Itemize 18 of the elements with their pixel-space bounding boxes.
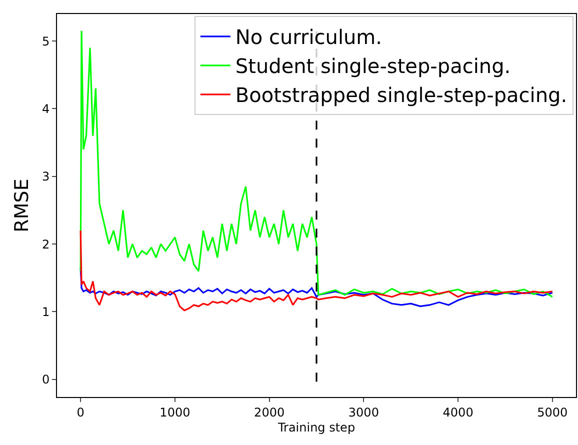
x-tick-label: 0 bbox=[76, 405, 84, 420]
x-tick-label: 2000 bbox=[254, 405, 285, 420]
line-series bbox=[80, 230, 554, 312]
y-tick-label: 3 bbox=[42, 170, 50, 184]
x-tick-label: 5000 bbox=[537, 405, 568, 420]
y-tick-label: 2 bbox=[42, 237, 50, 252]
x-tick-label: 4000 bbox=[442, 405, 474, 420]
x-tick-label: 3000 bbox=[348, 405, 379, 420]
y-axis-title: RMSE bbox=[10, 178, 33, 232]
y-tick-label: 1 bbox=[42, 304, 50, 319]
x-tick-label: 1000 bbox=[160, 405, 190, 420]
legend-label: No curriculum. bbox=[235, 25, 382, 50]
legend-label: Bootstrapped single-step-pacing. bbox=[235, 83, 568, 108]
x-axis-title: Training step bbox=[276, 420, 356, 434]
y-tick-label: 5 bbox=[42, 34, 50, 48]
y-tick-label: 0 bbox=[42, 372, 50, 387]
legend-label: Student single-step-pacing. bbox=[235, 54, 511, 78]
y-tick-label: 4 bbox=[42, 102, 50, 116]
